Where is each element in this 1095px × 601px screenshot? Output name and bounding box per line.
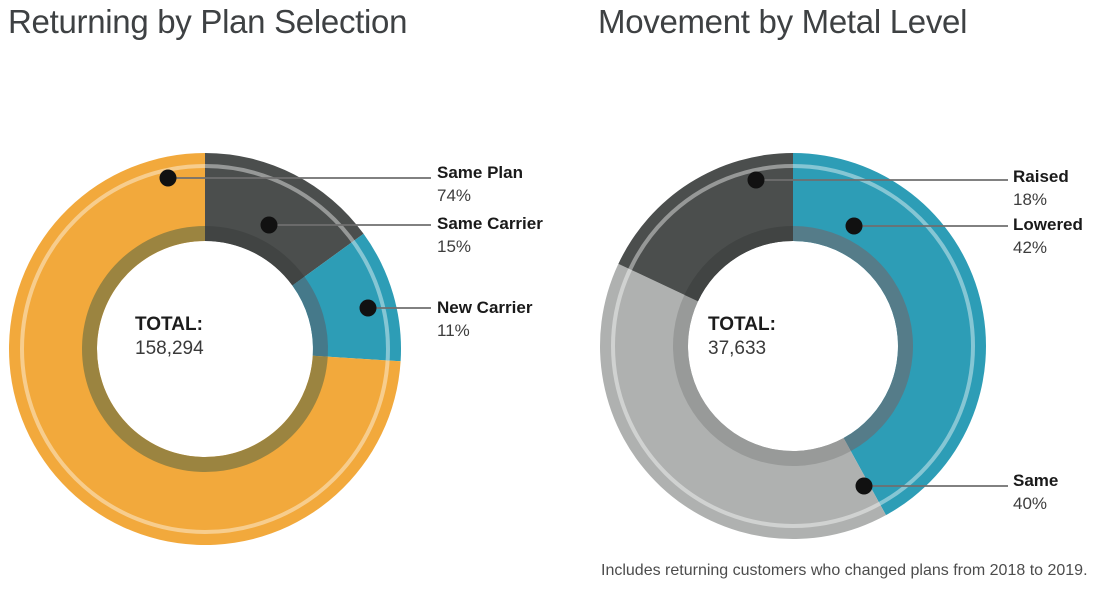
callout-label: Raised: [1013, 167, 1069, 186]
donut-slice-same-plan: [8, 153, 401, 545]
callout-new-carrier: New Carrier 11%: [437, 297, 532, 341]
donut-slice-same-inner-ring: [673, 294, 851, 466]
total-plan-selection: TOTAL: 158,294: [135, 314, 204, 360]
callout-dot-raised: [747, 171, 765, 189]
donut-slice-raised: [618, 153, 793, 302]
callout-same-plan: Same Plan 74%: [437, 162, 523, 206]
callout-label: New Carrier: [437, 298, 533, 317]
callout-label: Same Plan: [437, 163, 523, 182]
callout-dot-same: [855, 477, 873, 495]
donut-slice-same-carrier: [205, 153, 364, 286]
chart-title-plan-selection: Returning by Plan Selection: [8, 3, 408, 40]
callout-percent: 18%: [1013, 190, 1048, 209]
footnote: Includes returning customers who changed…: [601, 562, 1088, 579]
callout-lowered: Lowered 42%: [1013, 214, 1083, 258]
callout-percent: 74%: [437, 186, 472, 205]
callout-percent: 11%: [437, 321, 470, 340]
callout-percent: 15%: [437, 237, 472, 256]
total-value: 37,633: [708, 338, 767, 359]
callout-same: Same 40%: [1013, 470, 1058, 514]
callout-label: Lowered: [1013, 215, 1083, 234]
donut-slice-new-carrier-inner-ring: [292, 276, 329, 357]
callout-dot-lowered: [845, 217, 863, 235]
total-value: 158,294: [135, 338, 204, 359]
total-label: TOTAL:: [708, 314, 776, 335]
callout-raised: Raised 18%: [1013, 166, 1069, 210]
total-label: TOTAL:: [135, 314, 203, 335]
callout-label: Same Carrier: [437, 214, 543, 233]
callout-same-carrier: Same Carrier 15%: [437, 213, 543, 257]
donut-highlight-ring-0: [20, 164, 390, 534]
chart-title-metal-level: Movement by Metal Level: [598, 3, 968, 40]
donut-slice-lowered-inner-ring: [793, 226, 914, 452]
donut-slice-raised-inner-ring: [684, 226, 793, 302]
callout-percent: 40%: [1013, 494, 1048, 513]
donut-highlight-ring-1: [611, 164, 975, 528]
donut-slice-same-carrier-inner-ring: [205, 226, 305, 286]
callout-percent: 42%: [1013, 238, 1048, 257]
callout-dot-same-carrier: [260, 216, 278, 234]
callout-dot-new-carrier: [359, 299, 377, 317]
donut-slice-same: [600, 263, 886, 539]
callout-label: Same: [1013, 471, 1059, 490]
total-metal-level: TOTAL: 37,633: [708, 314, 776, 360]
callout-dot-same-plan: [159, 169, 177, 187]
